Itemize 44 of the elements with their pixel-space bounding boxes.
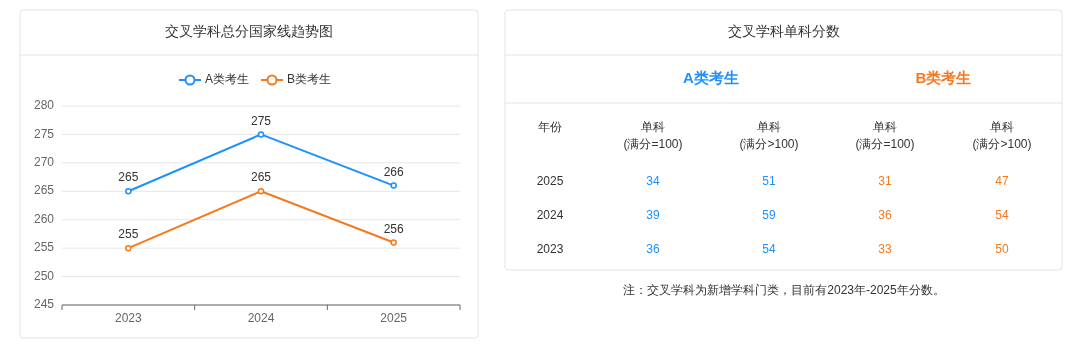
data-label: 31 [878, 174, 892, 189]
x-tick-label: 2024 [247, 311, 275, 326]
text: B类考生 [915, 68, 972, 86]
text: 单科 (满分=100) [623, 120, 683, 152]
y-tick-label: 255 [33, 240, 55, 255]
text: 单科 (满分>100) [739, 120, 799, 152]
data-label: 50 [995, 242, 1009, 257]
text: 注：交叉学科为新增学科门类，目前有2023年-2025年分数。 [623, 283, 945, 298]
y-tick-label: 250 [33, 268, 55, 283]
y-tick-label: 280 [33, 98, 55, 113]
category-label: 2025 [536, 174, 564, 189]
data-label: 265 [118, 170, 139, 185]
data-label: 265 [250, 170, 272, 185]
y-tick-label: 275 [33, 126, 55, 141]
data-label: 39 [646, 208, 660, 223]
x-tick-label: 2023 [114, 311, 142, 326]
data-label: 266 [383, 164, 404, 179]
y-tick-label: 270 [33, 155, 55, 170]
x-tick-label: 2025 [380, 311, 408, 326]
data-label: 47 [995, 174, 1009, 189]
chart-title: 交叉学科总分国家线趋势图 [165, 22, 333, 39]
y-tick-label: 265 [33, 183, 55, 198]
data-label: 34 [646, 174, 660, 189]
category-label: 2024 [536, 208, 564, 223]
text: 单科 (满分=100) [855, 120, 915, 152]
data-label: 59 [762, 208, 776, 223]
data-label: 275 [250, 113, 272, 128]
data-label: 54 [762, 242, 776, 257]
text: 年份 [538, 120, 562, 135]
legend-label: B类考生 [287, 72, 332, 87]
legend-label: A类考生 [205, 72, 250, 87]
data-label: 33 [878, 242, 892, 257]
text: 交叉学科单科分数 [727, 22, 840, 39]
data-label: 256 [383, 221, 404, 236]
y-tick-label: 260 [33, 211, 55, 226]
data-label: 255 [118, 227, 139, 242]
category-label: 2023 [536, 242, 564, 257]
data-label: 51 [762, 174, 776, 189]
y-tick-label: 245 [33, 297, 55, 312]
text: 单科 (满分>100) [972, 120, 1032, 152]
text: A类考生 [683, 68, 739, 86]
data-label: 54 [995, 208, 1009, 223]
data-label: 36 [878, 208, 892, 223]
data-label: 36 [646, 242, 660, 257]
